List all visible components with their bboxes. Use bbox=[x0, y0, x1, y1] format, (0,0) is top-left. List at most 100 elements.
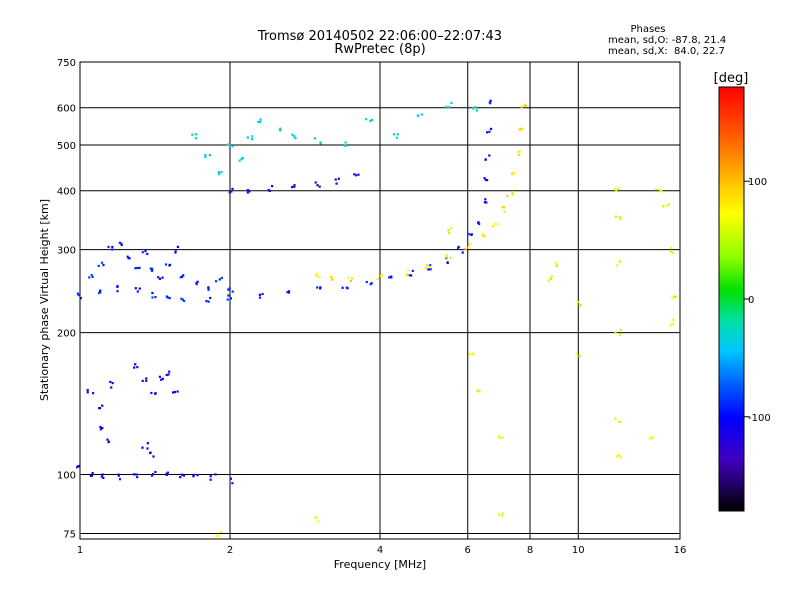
echo-point bbox=[138, 287, 141, 290]
echo-point bbox=[355, 174, 358, 177]
echo-point bbox=[101, 404, 104, 407]
echo-point bbox=[313, 137, 316, 140]
echo-point bbox=[99, 425, 102, 429]
echo-point bbox=[481, 234, 485, 238]
echo-point bbox=[331, 278, 334, 281]
echo-point bbox=[218, 535, 221, 538]
echo-point bbox=[484, 158, 487, 161]
echo-point bbox=[293, 185, 296, 188]
echo-point bbox=[181, 298, 184, 301]
x-tick-label: 4 bbox=[377, 545, 383, 556]
echo-point bbox=[141, 379, 144, 382]
echo-point bbox=[77, 294, 80, 297]
echo-point bbox=[134, 287, 137, 290]
echo-point bbox=[502, 206, 505, 209]
echo-point bbox=[293, 135, 296, 138]
echo-point bbox=[151, 291, 154, 295]
echo-point bbox=[261, 292, 264, 296]
stats-line-o: mean, sd,O: -87.8, 21.4 bbox=[608, 35, 726, 46]
echo-point bbox=[116, 290, 119, 293]
echo-point bbox=[486, 179, 489, 182]
echo-point bbox=[259, 118, 262, 121]
echo-point bbox=[483, 235, 486, 238]
echo-point bbox=[288, 290, 291, 293]
echo-point bbox=[619, 328, 622, 332]
echo-point bbox=[78, 465, 81, 468]
echo-point bbox=[145, 379, 148, 382]
stats-heading: Phases bbox=[630, 24, 665, 35]
echo-point bbox=[248, 190, 251, 193]
echo-point bbox=[503, 210, 506, 213]
echo-point bbox=[674, 295, 677, 298]
echo-point bbox=[151, 473, 155, 476]
echo-point bbox=[547, 279, 550, 282]
echo-point bbox=[344, 144, 347, 148]
echo-point bbox=[168, 370, 171, 373]
echo-point bbox=[521, 127, 524, 130]
echo-point bbox=[174, 250, 177, 253]
echo-point bbox=[192, 475, 195, 478]
echo-point bbox=[191, 133, 194, 136]
echo-point bbox=[231, 290, 234, 293]
echo-point bbox=[525, 104, 528, 107]
echo-point bbox=[489, 102, 492, 105]
echo-point bbox=[501, 436, 505, 439]
echo-point bbox=[168, 263, 172, 266]
echo-point bbox=[134, 267, 137, 270]
stats-line-x: mean, sd,X: 84.0, 22.7 bbox=[608, 46, 725, 57]
echo-point bbox=[110, 386, 113, 389]
echo-point bbox=[315, 272, 318, 275]
echo-point bbox=[102, 263, 105, 267]
echo-point bbox=[291, 133, 294, 136]
echo-point bbox=[207, 286, 210, 289]
echo-point bbox=[258, 293, 261, 296]
echo-point bbox=[91, 275, 94, 279]
echo-point bbox=[615, 189, 618, 192]
echo-point bbox=[174, 251, 177, 254]
echo-point bbox=[445, 105, 448, 108]
echo-point bbox=[76, 292, 79, 295]
echo-point bbox=[100, 261, 104, 264]
echo-point bbox=[506, 194, 509, 197]
echo-point bbox=[182, 274, 185, 277]
y-axis: 75 100 200 300 400 500 600 750 bbox=[57, 58, 76, 540]
echo-point bbox=[475, 109, 478, 112]
echo-point bbox=[134, 363, 137, 366]
echo-point bbox=[446, 261, 449, 264]
echo-point bbox=[472, 107, 475, 110]
echo-point bbox=[161, 276, 164, 279]
echo-point bbox=[315, 516, 318, 519]
echo-point bbox=[501, 511, 504, 515]
echo-point bbox=[90, 274, 93, 277]
echo-point bbox=[396, 133, 399, 136]
echo-point bbox=[179, 476, 182, 479]
echo-point bbox=[467, 233, 470, 236]
echo-point bbox=[118, 241, 121, 244]
echo-point bbox=[118, 478, 122, 481]
echo-point bbox=[614, 331, 617, 334]
echo-point bbox=[267, 188, 270, 192]
echo-point bbox=[271, 185, 274, 188]
echo-point bbox=[165, 473, 168, 476]
echo-point bbox=[618, 216, 621, 219]
echo-point bbox=[149, 451, 152, 454]
echo-point bbox=[518, 150, 521, 153]
echo-point bbox=[665, 204, 669, 207]
echo-point bbox=[136, 290, 139, 293]
echo-point bbox=[670, 247, 673, 250]
echo-point bbox=[477, 221, 480, 224]
echo-point bbox=[488, 154, 491, 157]
echo-point bbox=[196, 474, 199, 477]
echo-point bbox=[99, 291, 102, 294]
echo-point bbox=[204, 155, 207, 159]
echo-point bbox=[228, 143, 231, 146]
echo-point bbox=[472, 353, 475, 356]
plot-points bbox=[76, 99, 677, 538]
echo-point bbox=[349, 279, 353, 283]
echo-point bbox=[86, 389, 89, 392]
echo-point bbox=[238, 159, 241, 162]
echo-point bbox=[450, 227, 453, 230]
echo-point bbox=[173, 390, 176, 394]
echo-point bbox=[618, 420, 621, 423]
echo-point bbox=[157, 276, 160, 279]
